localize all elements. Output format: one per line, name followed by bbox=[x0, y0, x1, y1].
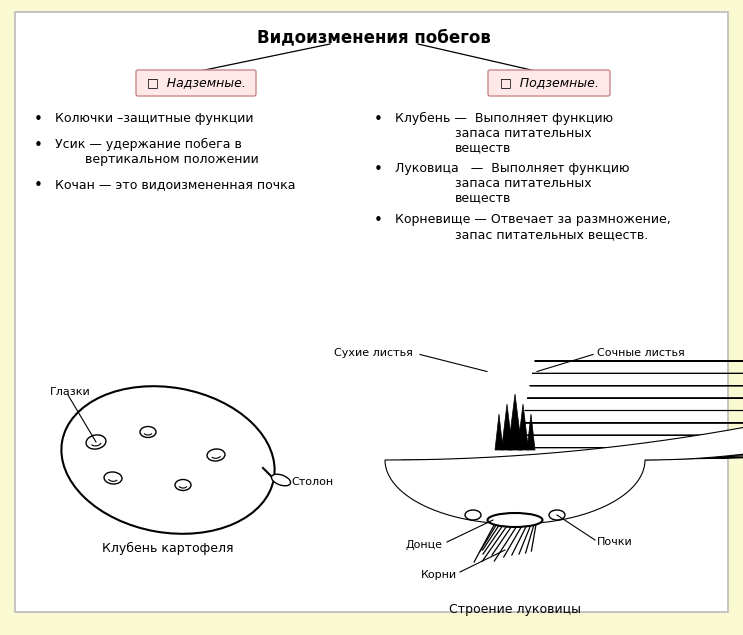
Text: Строение луковицы: Строение луковицы bbox=[449, 603, 581, 617]
Text: Колючки –защитные функции: Колючки –защитные функции bbox=[55, 112, 253, 125]
Ellipse shape bbox=[62, 386, 275, 534]
Text: •: • bbox=[374, 213, 383, 228]
Text: вертикальном положении: вертикальном положении bbox=[85, 153, 259, 166]
Text: Донце: Донце bbox=[406, 540, 443, 550]
Text: Корни: Корни bbox=[421, 570, 457, 580]
Text: Видоизменения побегов: Видоизменения побегов bbox=[257, 28, 491, 46]
Polygon shape bbox=[418, 385, 743, 508]
Text: Столон: Столон bbox=[291, 477, 333, 487]
Text: •: • bbox=[374, 162, 383, 177]
Text: Луковица   —  Выполняет функцию: Луковица — Выполняет функцию bbox=[395, 162, 629, 175]
Text: •: • bbox=[374, 112, 383, 127]
Ellipse shape bbox=[104, 472, 122, 484]
Text: Корневище — Отвечает за размножение,: Корневище — Отвечает за размножение, bbox=[395, 213, 671, 226]
Polygon shape bbox=[502, 404, 513, 450]
FancyBboxPatch shape bbox=[15, 12, 728, 612]
Text: □  Подземные.: □ Подземные. bbox=[499, 76, 598, 90]
Text: запаса питательных: запаса питательных bbox=[455, 177, 591, 190]
Text: •: • bbox=[33, 112, 42, 127]
Polygon shape bbox=[434, 398, 743, 500]
FancyBboxPatch shape bbox=[136, 70, 256, 96]
Text: веществ: веществ bbox=[455, 191, 511, 204]
Ellipse shape bbox=[207, 449, 225, 461]
Text: □  Надземные.: □ Надземные. bbox=[146, 76, 245, 90]
Text: Глазки: Глазки bbox=[50, 387, 91, 397]
Polygon shape bbox=[401, 373, 743, 516]
Polygon shape bbox=[499, 448, 743, 468]
Text: Сочные листья: Сочные листья bbox=[597, 349, 685, 359]
Text: •: • bbox=[33, 178, 42, 193]
Ellipse shape bbox=[271, 474, 291, 486]
Ellipse shape bbox=[465, 510, 481, 520]
Polygon shape bbox=[527, 414, 535, 450]
Text: Кочан — это видоизмененная почка: Кочан — это видоизмененная почка bbox=[55, 178, 296, 191]
Text: •: • bbox=[33, 138, 42, 153]
Ellipse shape bbox=[549, 510, 565, 520]
Polygon shape bbox=[385, 361, 743, 524]
Polygon shape bbox=[518, 404, 528, 450]
Polygon shape bbox=[508, 394, 522, 450]
Text: запаса питательных: запаса питательных bbox=[455, 127, 591, 140]
Text: Усик — удержание побега в: Усик — удержание побега в bbox=[55, 138, 242, 151]
Ellipse shape bbox=[140, 427, 156, 438]
Text: Клубень —  Выполняет функцию: Клубень — Выполняет функцию bbox=[395, 112, 613, 125]
Polygon shape bbox=[467, 423, 743, 484]
Text: Почки: Почки bbox=[597, 537, 633, 547]
Text: Сухие листья: Сухие листья bbox=[334, 349, 413, 359]
Polygon shape bbox=[482, 435, 743, 476]
FancyBboxPatch shape bbox=[488, 70, 610, 96]
Ellipse shape bbox=[86, 435, 106, 449]
Text: запас питательных веществ.: запас питательных веществ. bbox=[455, 228, 648, 241]
Polygon shape bbox=[450, 410, 743, 492]
Ellipse shape bbox=[487, 513, 542, 527]
Ellipse shape bbox=[175, 479, 191, 490]
Text: Клубень картофеля: Клубень картофеля bbox=[103, 542, 234, 554]
Text: веществ: веществ bbox=[455, 141, 511, 154]
Polygon shape bbox=[495, 414, 503, 450]
